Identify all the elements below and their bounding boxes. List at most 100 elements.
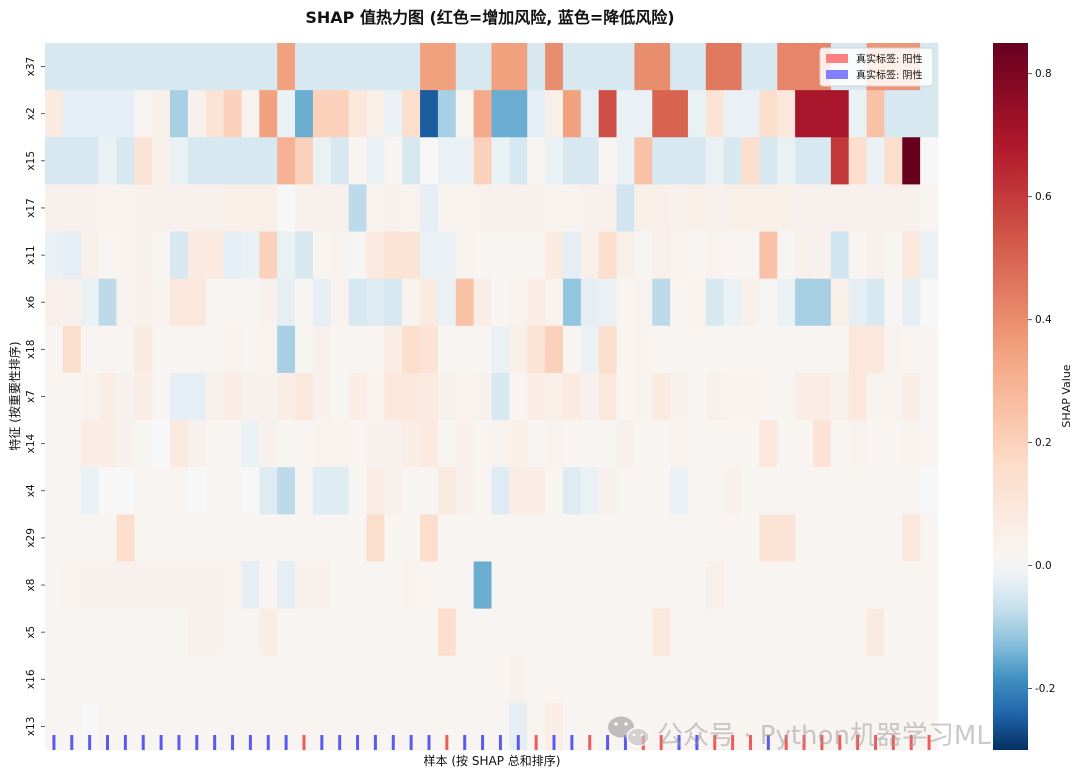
- heatmap-cell: [241, 137, 260, 185]
- heatmap-cell: [62, 561, 82, 609]
- heatmap-cell: [777, 514, 796, 562]
- heatmap-cell: [348, 43, 367, 91]
- legend-label-positive: 真实标签: 阳性: [856, 53, 923, 66]
- heatmap-cell: [848, 184, 867, 232]
- heatmap-cell: [687, 655, 707, 704]
- heatmap-cell: [580, 231, 600, 280]
- heatmap-cell: [402, 184, 421, 232]
- heatmap-cell: [902, 90, 921, 138]
- heatmap-cell: [616, 325, 635, 374]
- heatmap-cell: [830, 467, 850, 515]
- heatmap-cells: [45, 43, 939, 751]
- heatmap-cell: [545, 90, 564, 138]
- heatmap-cell: [223, 231, 242, 280]
- heatmap-cell: [759, 137, 778, 185]
- heatmap-cell: [330, 372, 350, 421]
- heatmap-cell: [616, 561, 635, 609]
- heatmap-cell: [241, 90, 260, 138]
- heatmap-cell: [527, 90, 546, 138]
- heatmap-cell: [473, 608, 492, 657]
- heatmap-cell: [187, 137, 207, 185]
- heatmap-cell: [920, 608, 939, 657]
- heatmap-cell: [759, 325, 778, 374]
- heatmap-cell: [62, 325, 82, 374]
- heatmap-cell: [759, 231, 778, 280]
- heatmap-cell: [330, 467, 350, 515]
- heatmap-cell: [562, 514, 582, 562]
- heatmap-cell: [402, 325, 421, 374]
- heatmap-cell: [634, 90, 653, 138]
- heatmap-cell: [98, 137, 117, 185]
- heatmap-cell: [652, 514, 671, 562]
- heatmap-cell: [223, 278, 242, 327]
- heatmap-cell: [80, 43, 99, 91]
- heatmap-cell: [205, 231, 224, 280]
- heatmap-cell: [312, 137, 332, 185]
- heatmap-cell: [366, 90, 385, 138]
- heatmap-cell: [170, 90, 189, 138]
- heatmap-cell: [902, 608, 921, 657]
- heatmap-cell: [527, 561, 546, 609]
- heatmap-cell: [491, 467, 510, 515]
- heatmap-cell: [455, 467, 475, 515]
- heatmap-cell: [777, 702, 796, 751]
- heatmap-cell: [723, 655, 742, 704]
- heatmap-cell: [473, 43, 492, 91]
- heatmap-cell: [812, 608, 832, 657]
- heatmap-cell: [759, 420, 778, 468]
- heatmap-cell: [277, 608, 296, 657]
- heatmap-cell: [62, 231, 82, 280]
- heatmap-cell: [598, 184, 617, 232]
- heatmap-cell: [98, 325, 117, 374]
- heatmap-cell: [527, 702, 546, 751]
- heatmap-cell: [580, 90, 600, 138]
- heatmap-cell: [152, 325, 171, 374]
- heatmap-cell: [134, 514, 153, 562]
- heatmap-cell: [312, 325, 332, 374]
- heatmap-cell: [598, 137, 617, 185]
- heatmap-cell: [223, 184, 242, 232]
- heatmap-cell: [62, 608, 82, 657]
- heatmap-cell: [652, 561, 671, 609]
- heatmap-cell: [830, 137, 850, 185]
- heatmap-cell: [795, 372, 814, 421]
- heatmap-cell: [705, 278, 725, 327]
- heatmap-cell: [795, 420, 814, 468]
- heatmap-cell: [634, 184, 653, 232]
- heatmap-cell: [580, 137, 600, 185]
- heatmap-cell: [920, 231, 939, 280]
- heatmap-cell: [723, 702, 742, 751]
- heatmap-cell: [830, 608, 850, 657]
- heatmap-cell: [884, 561, 903, 609]
- heatmap-cell: [687, 137, 707, 185]
- heatmap-cell: [330, 184, 350, 232]
- heatmap-cell: [134, 325, 153, 374]
- heatmap-cell: [473, 137, 492, 185]
- heatmap-cell: [705, 325, 725, 374]
- heatmap-cell: [723, 325, 742, 374]
- heatmap-cell: [205, 608, 224, 657]
- heatmap-cell: [205, 467, 224, 515]
- heatmap-cell: [812, 467, 832, 515]
- heatmap-cell: [920, 137, 939, 185]
- heatmap-cell: [616, 90, 635, 138]
- heatmap-cell: [348, 514, 367, 562]
- heatmap-cell: [152, 43, 171, 91]
- y-tick-label: x15: [25, 151, 37, 171]
- heatmap-cell: [330, 608, 350, 657]
- heatmap-cell: [759, 90, 778, 138]
- watermark: 公众号 · Python机器学习ML: [608, 716, 991, 751]
- y-tick-label: x8: [25, 579, 37, 592]
- heatmap-cell: [580, 702, 600, 751]
- colorbar-label: SHAP Value: [1060, 364, 1073, 427]
- heatmap-cell: [670, 702, 689, 751]
- heatmap-cell: [134, 608, 153, 657]
- heatmap-cell: [598, 702, 617, 751]
- heatmap-cell: [545, 372, 564, 421]
- heatmap-cell: [152, 514, 171, 562]
- heatmap-cell: [652, 702, 671, 751]
- legend-swatch-positive: [826, 54, 848, 63]
- heatmap-cell: [759, 372, 778, 421]
- heatmap-cell: [98, 655, 117, 704]
